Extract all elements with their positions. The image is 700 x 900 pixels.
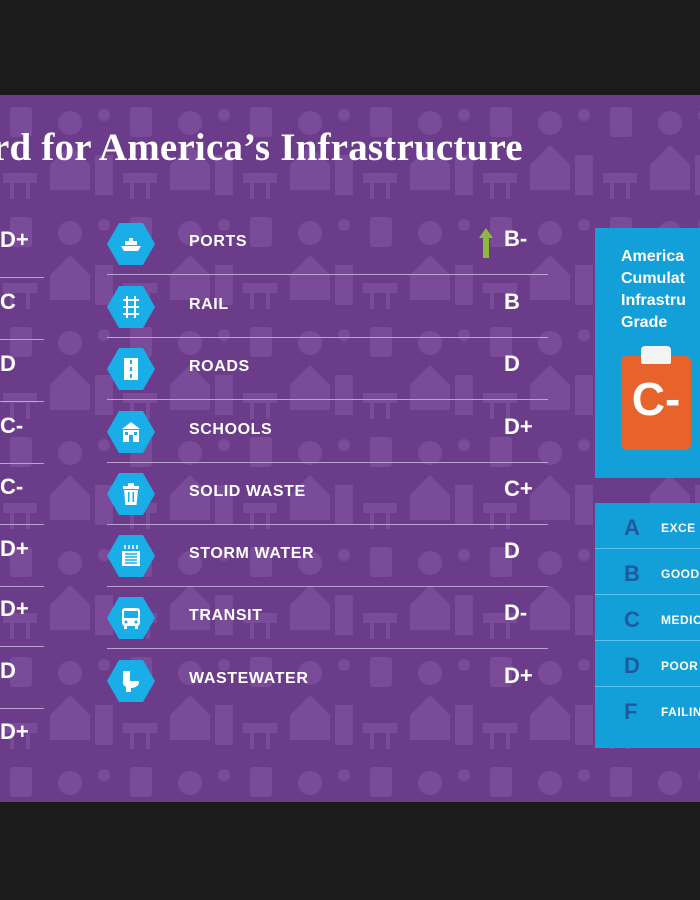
- clipboard-board: [621, 356, 691, 450]
- cumulative-title-line: America: [621, 248, 685, 265]
- left-grade-letter: D+: [0, 227, 29, 252]
- left-grade-letter: D: [0, 658, 16, 683]
- left-grade-letter: D+: [0, 596, 29, 621]
- divider: [0, 277, 44, 278]
- category-row-wastewater: WASTEWATER D+: [107, 649, 548, 712]
- road-icon: [107, 348, 155, 390]
- legend-item: F FAILIN: [595, 687, 700, 733]
- category-name: RAIL: [189, 296, 229, 313]
- legend-letter: D: [624, 653, 640, 678]
- legend-letter: F: [624, 699, 638, 724]
- left-grade-item: D+: [0, 216, 44, 278]
- legend-item: C MEDIC: [595, 595, 700, 641]
- category-row-schools: SCHOOLS D+: [107, 400, 548, 463]
- divider: [0, 646, 44, 647]
- category-row-solid-waste: SOLID WASTE C+: [107, 462, 548, 525]
- divider: [0, 339, 44, 340]
- storm-drain-icon: [107, 535, 155, 577]
- cumulative-grade-title: America Cumulat Infrastru Grade: [621, 246, 700, 334]
- page-title: rd for America’s Infrastructure: [0, 126, 523, 169]
- category-name: TRANSIT: [189, 607, 263, 624]
- category-row-storm-water: STORM WATER D: [107, 524, 548, 587]
- legend-word: POOR: [661, 659, 699, 673]
- category-grade: D+: [504, 414, 533, 439]
- clipboard-icon: C-: [621, 346, 691, 450]
- legend-word: FAILIN: [661, 705, 700, 719]
- left-grade-item: D: [0, 340, 44, 402]
- divider: [0, 524, 44, 525]
- divider: [107, 462, 548, 463]
- category-grade: D+: [504, 663, 533, 688]
- category-name: WASTEWATER: [189, 670, 309, 687]
- left-grade-item: D+: [0, 708, 44, 770]
- legend-word: EXCE: [661, 521, 696, 535]
- divider: [0, 708, 44, 709]
- ship-icon: [107, 223, 155, 265]
- divider: [107, 274, 548, 275]
- left-grade-letter: D+: [0, 719, 29, 744]
- category-grade: C+: [504, 476, 533, 501]
- cumulative-grade-panel: America Cumulat Infrastru Grade C-: [595, 228, 700, 478]
- legend-letter: A: [624, 515, 640, 540]
- left-grade-item: C: [0, 278, 44, 340]
- legend-letter: B: [624, 561, 640, 586]
- category-name: SCHOOLS: [189, 421, 273, 438]
- left-grade-letter: C: [0, 289, 16, 314]
- category-name: PORTS: [189, 233, 248, 250]
- left-grade-letter: D: [0, 351, 16, 376]
- divider: [595, 548, 700, 549]
- category-name: STORM WATER: [189, 545, 315, 562]
- toilet-icon: [107, 660, 155, 702]
- divider: [0, 401, 44, 402]
- left-grade-item: C-: [0, 463, 44, 525]
- category-grade: B-: [504, 226, 528, 251]
- left-grade-item: C-: [0, 402, 44, 464]
- category-row-rail: RAIL B: [107, 275, 548, 338]
- divider: [0, 586, 44, 587]
- divider: [595, 686, 700, 687]
- category-row-roads: ROADS D: [107, 337, 548, 400]
- category-row-transit: TRANSIT D-: [107, 586, 548, 649]
- cumulative-grade-value: C-: [631, 373, 681, 425]
- report-card-slide: rd for America’s Infrastructure D+ C D C…: [0, 95, 700, 802]
- divider: [0, 463, 44, 464]
- left-grades-column: D+ C D C- C- D+ D+ D D+: [0, 95, 44, 802]
- category-grade: B: [504, 289, 520, 314]
- cumulative-title-line: Infrastru: [621, 292, 686, 309]
- divider: [595, 594, 700, 595]
- category-row-ports: PORTS B-: [107, 212, 548, 275]
- school-icon: [107, 411, 155, 453]
- divider: [595, 640, 700, 641]
- legend-letter: C: [624, 607, 640, 632]
- left-grade-item: D: [0, 647, 44, 709]
- legend-word: GOOD: [661, 567, 700, 581]
- improvement-arrow-icon: [479, 228, 493, 258]
- category-grade: D: [504, 538, 520, 563]
- divider: [107, 399, 548, 400]
- trash-can-icon: [107, 473, 155, 515]
- clipboard-clip: [641, 346, 671, 364]
- divider: [107, 648, 548, 649]
- divider: [107, 337, 548, 338]
- rail-icon: [107, 286, 155, 328]
- category-name: SOLID WASTE: [189, 483, 306, 500]
- legend-item: D POOR: [595, 641, 700, 687]
- left-grade-letter: D+: [0, 536, 29, 561]
- grade-legend: A EXCE B GOOD C MEDIC D POOR F FAILIN: [595, 503, 700, 748]
- divider: [107, 586, 548, 587]
- legend-word: MEDIC: [661, 613, 700, 627]
- bus-icon: [107, 597, 155, 639]
- category-grade: D-: [504, 600, 528, 625]
- left-grade-letter: C-: [0, 413, 24, 438]
- legend-item: A EXCE: [595, 503, 700, 549]
- cumulative-title-line: Grade: [621, 314, 668, 331]
- left-grade-letter: C-: [0, 474, 24, 499]
- left-grade-item: D+: [0, 525, 44, 587]
- legend-item: B GOOD: [595, 549, 700, 595]
- left-grade-item: D+: [0, 585, 44, 647]
- category-name: ROADS: [189, 358, 250, 375]
- category-grade: D: [504, 351, 520, 376]
- divider: [107, 524, 548, 525]
- cumulative-title-line: Cumulat: [621, 270, 685, 287]
